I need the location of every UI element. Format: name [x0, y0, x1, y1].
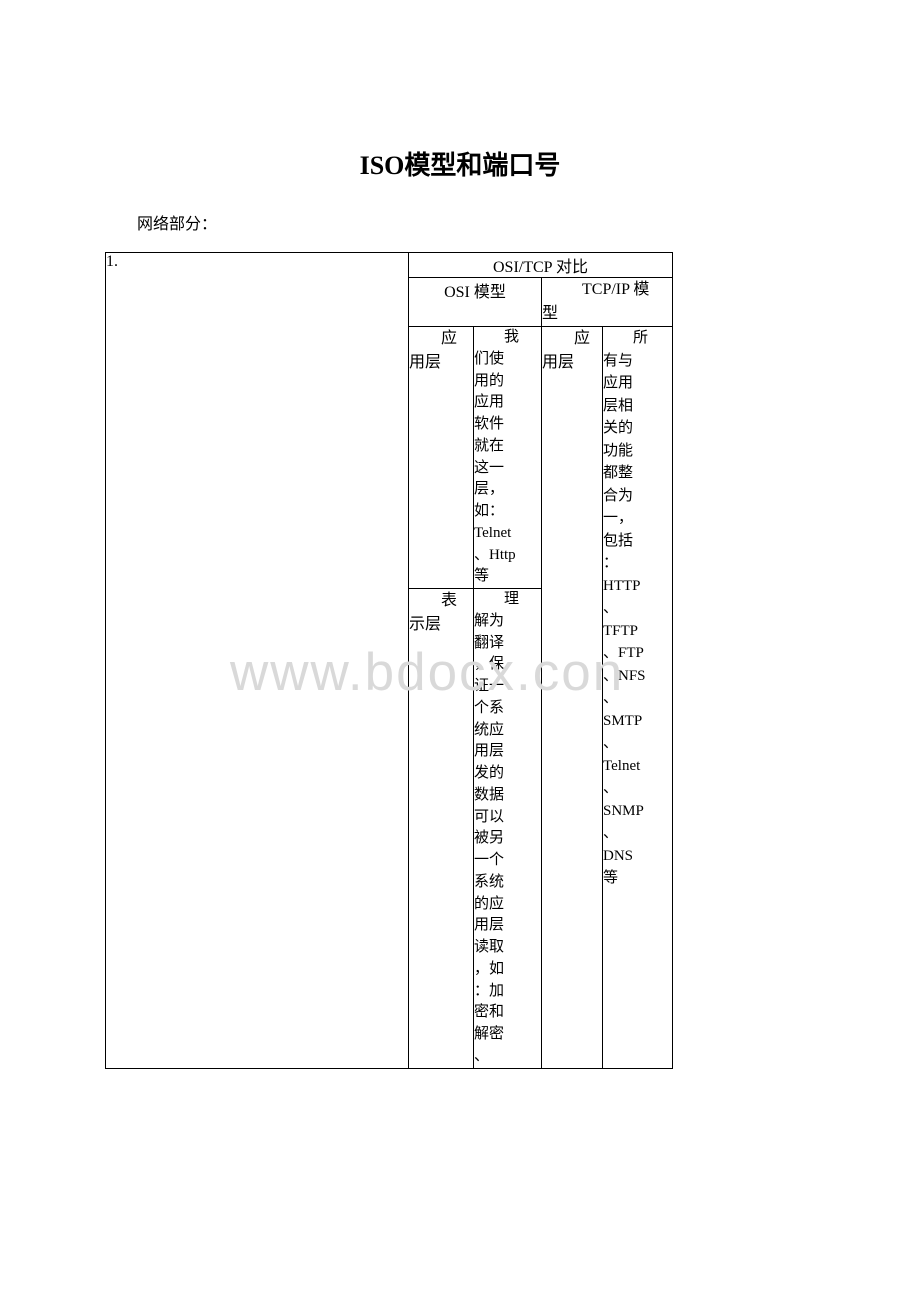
tcp-app-desc: 所 有与 应用 层相 关的 功能 都整 合为 一， 包括 ： HTTP 、 TF…: [603, 327, 673, 1069]
tcp-model-header: TCP/IP 模 型: [542, 278, 673, 327]
page-title: ISO模型和端口号: [0, 0, 920, 182]
row-number: 1.: [106, 253, 409, 1069]
osi-tcp-table: 1. OSI/TCP 对比 OSI 模型 TCP/IP 模 型 应 用层 我 们…: [105, 252, 673, 1069]
osi-app-layer: 应 用层: [409, 327, 474, 589]
osi-model-header: OSI 模型: [409, 278, 542, 327]
osi-app-desc: 我 们使 用的 应用 软件 就在 这一 层， 如： Telnet 、Http 等: [474, 327, 542, 589]
osi-present-layer: 表 示层: [409, 589, 474, 1069]
tcp-app-layer: 应 用层: [542, 327, 603, 1069]
subtitle: 网络部分：: [0, 182, 920, 234]
table-header-main: OSI/TCP 对比: [409, 253, 673, 278]
osi-present-desc: 理 解为 翻译 ，保 证一 个系 统应 用层 发的 数据 可以 被另 一个 系统…: [474, 589, 542, 1069]
